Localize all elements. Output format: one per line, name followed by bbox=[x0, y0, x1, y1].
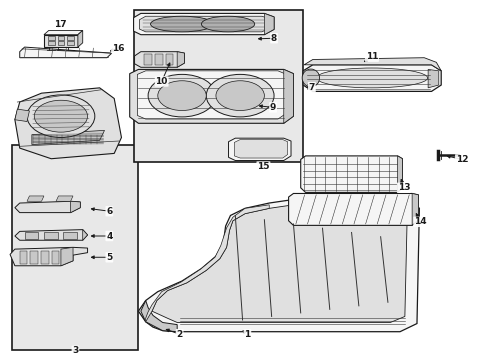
Polygon shape bbox=[138, 71, 285, 119]
Polygon shape bbox=[57, 36, 64, 40]
Polygon shape bbox=[301, 156, 402, 192]
Polygon shape bbox=[56, 196, 73, 201]
Ellipse shape bbox=[27, 95, 95, 138]
Polygon shape bbox=[144, 54, 152, 65]
Polygon shape bbox=[32, 130, 104, 145]
Polygon shape bbox=[397, 156, 402, 192]
Text: 7: 7 bbox=[309, 83, 315, 92]
Polygon shape bbox=[130, 69, 294, 123]
Text: 6: 6 bbox=[106, 207, 113, 216]
Text: 12: 12 bbox=[456, 155, 468, 164]
Ellipse shape bbox=[216, 81, 265, 111]
Polygon shape bbox=[52, 251, 59, 264]
Polygon shape bbox=[20, 47, 112, 58]
Polygon shape bbox=[20, 251, 27, 264]
Polygon shape bbox=[284, 69, 294, 123]
Polygon shape bbox=[228, 138, 291, 161]
Ellipse shape bbox=[150, 16, 214, 32]
Ellipse shape bbox=[206, 75, 274, 117]
Text: 4: 4 bbox=[106, 231, 113, 240]
Polygon shape bbox=[48, 41, 54, 45]
Polygon shape bbox=[67, 36, 74, 40]
Polygon shape bbox=[138, 194, 419, 332]
Polygon shape bbox=[15, 88, 122, 159]
Polygon shape bbox=[146, 205, 269, 322]
Polygon shape bbox=[27, 196, 44, 201]
Polygon shape bbox=[41, 251, 49, 264]
Polygon shape bbox=[10, 247, 88, 266]
Text: 14: 14 bbox=[414, 217, 427, 226]
Ellipse shape bbox=[148, 75, 216, 117]
Text: 16: 16 bbox=[112, 44, 124, 53]
Polygon shape bbox=[78, 31, 83, 47]
Polygon shape bbox=[135, 52, 184, 67]
Bar bbox=[134, 10, 303, 162]
Text: 13: 13 bbox=[398, 183, 410, 192]
Polygon shape bbox=[412, 193, 418, 225]
Polygon shape bbox=[166, 54, 173, 65]
Polygon shape bbox=[48, 36, 54, 40]
Polygon shape bbox=[303, 65, 441, 91]
Polygon shape bbox=[67, 41, 74, 45]
Polygon shape bbox=[428, 69, 439, 88]
Polygon shape bbox=[15, 201, 80, 213]
Polygon shape bbox=[177, 52, 184, 67]
Polygon shape bbox=[44, 233, 57, 239]
Polygon shape bbox=[24, 233, 38, 239]
Polygon shape bbox=[15, 230, 88, 240]
Polygon shape bbox=[61, 247, 73, 266]
Polygon shape bbox=[289, 193, 418, 225]
Polygon shape bbox=[44, 31, 83, 35]
Ellipse shape bbox=[34, 100, 88, 132]
Polygon shape bbox=[155, 54, 163, 65]
Ellipse shape bbox=[201, 16, 255, 32]
Text: 9: 9 bbox=[270, 103, 276, 112]
Ellipse shape bbox=[302, 69, 319, 87]
Text: 17: 17 bbox=[53, 19, 66, 28]
Text: 1: 1 bbox=[245, 330, 250, 339]
Polygon shape bbox=[83, 230, 88, 240]
Polygon shape bbox=[71, 201, 80, 213]
Bar bbox=[12, 145, 138, 350]
Polygon shape bbox=[141, 301, 177, 332]
Polygon shape bbox=[15, 109, 29, 122]
Ellipse shape bbox=[158, 81, 206, 111]
Text: 2: 2 bbox=[176, 330, 183, 339]
Text: 10: 10 bbox=[155, 77, 168, 86]
Polygon shape bbox=[139, 16, 269, 32]
Polygon shape bbox=[134, 13, 274, 35]
Polygon shape bbox=[234, 140, 288, 158]
Text: 15: 15 bbox=[257, 162, 270, 171]
Polygon shape bbox=[63, 233, 77, 239]
Text: 11: 11 bbox=[366, 52, 378, 61]
Polygon shape bbox=[57, 41, 64, 45]
Text: 8: 8 bbox=[271, 34, 277, 43]
Text: 5: 5 bbox=[106, 253, 113, 262]
Polygon shape bbox=[304, 58, 441, 71]
Text: 3: 3 bbox=[73, 346, 78, 355]
Polygon shape bbox=[44, 35, 78, 47]
Polygon shape bbox=[265, 13, 274, 35]
Polygon shape bbox=[30, 251, 38, 264]
Polygon shape bbox=[152, 199, 407, 323]
Ellipse shape bbox=[316, 68, 428, 88]
